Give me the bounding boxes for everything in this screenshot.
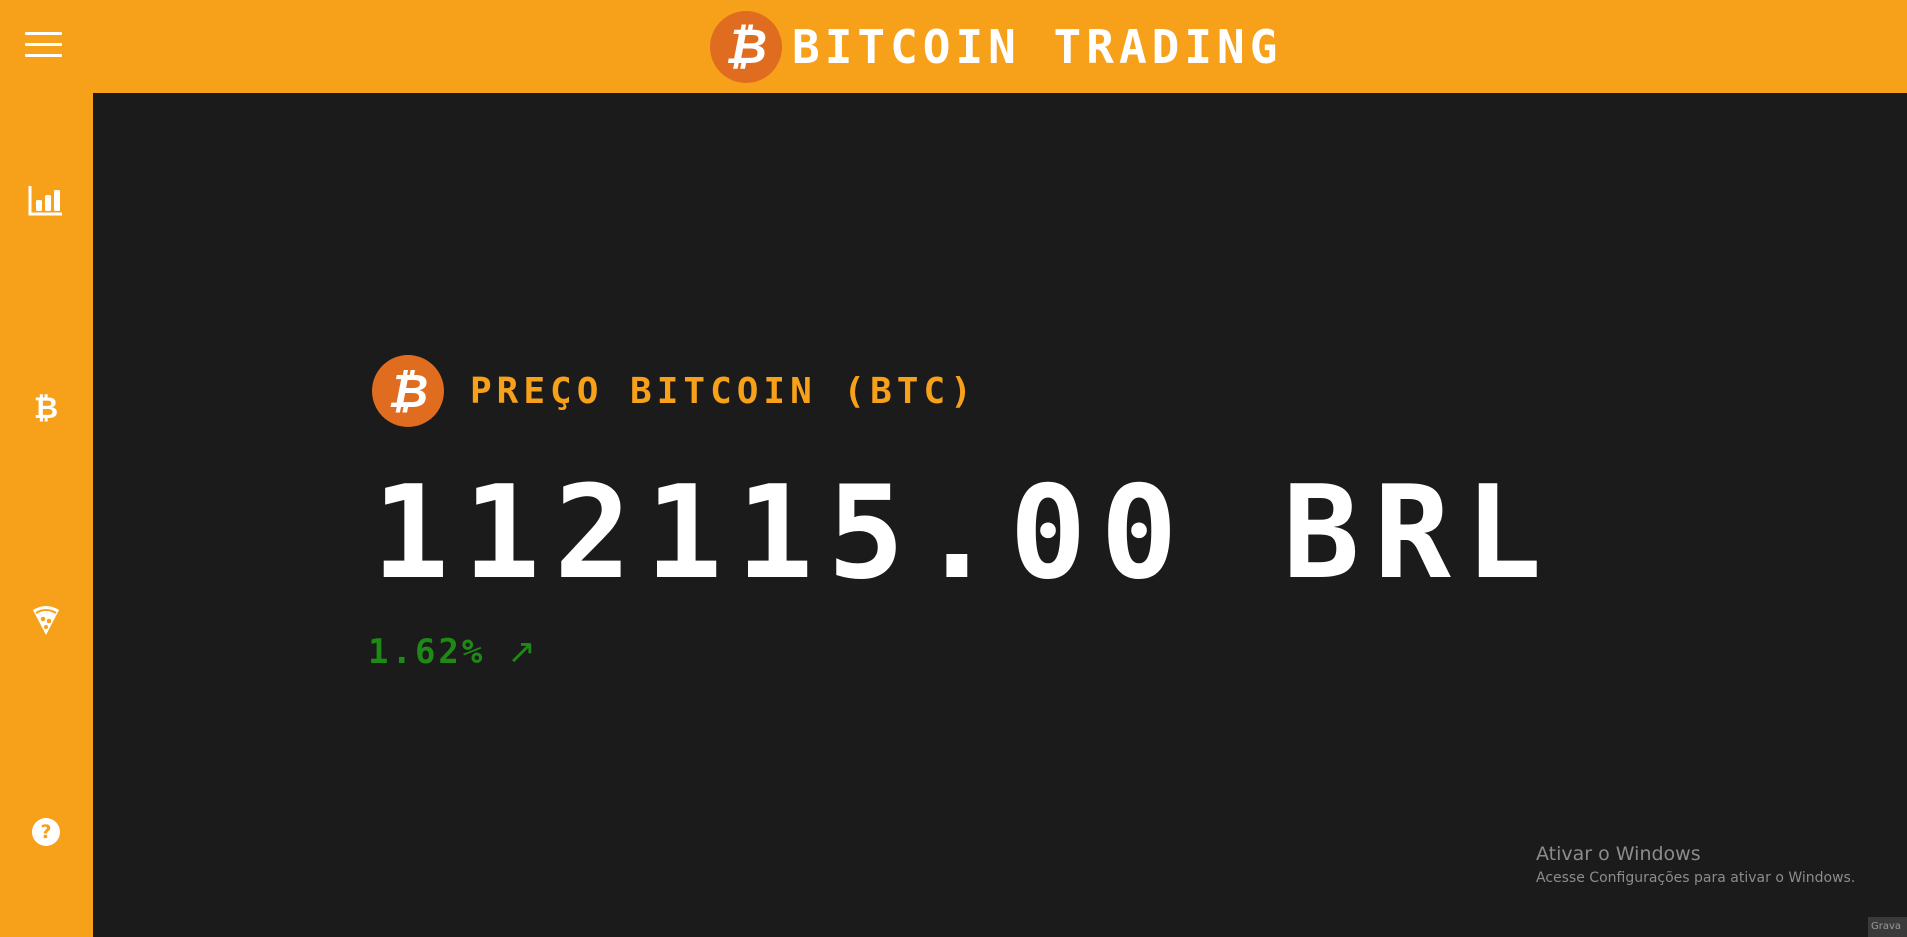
main-content: [93, 93, 1907, 937]
sidebar: ₿ ?: [0, 0, 93, 937]
sidebar-item-chart[interactable]: [26, 180, 66, 220]
sidebar-item-help[interactable]: ?: [26, 812, 66, 852]
bitcoin-icon: ₿: [33, 391, 59, 426]
trend-up-arrow-icon: ↗: [507, 632, 539, 672]
menu-line-icon: [25, 32, 62, 35]
bar-chart-icon: [28, 186, 62, 216]
watermark-title: Ativar o Windows: [1536, 843, 1701, 865]
bitcoin-coin-icon: ₿: [372, 355, 444, 427]
help-icon: ?: [32, 818, 60, 846]
price-change: 1.62% ↗: [368, 632, 539, 672]
brand: ₿ BITCOIN TRADING: [710, 11, 1282, 83]
app-title: BITCOIN TRADING: [792, 20, 1283, 74]
sidebar-item-bitcoin[interactable]: ₿: [26, 389, 66, 429]
price-label: PREÇO BITCOIN (BTC): [470, 370, 977, 412]
top-bar: ₿ BITCOIN TRADING: [0, 0, 1907, 93]
windows-activation-watermark: Ativar o Windows Acesse Configurações pa…: [1536, 842, 1855, 888]
price-header: ₿ PREÇO BITCOIN (BTC): [372, 355, 977, 427]
help-question-mark: ?: [40, 820, 52, 843]
hamburger-menu-button[interactable]: [22, 28, 68, 62]
price-value: 112115.00 BRL: [372, 459, 1556, 608]
recording-tag: Grava: [1868, 917, 1907, 937]
bitcoin-logo-icon: ₿: [710, 11, 782, 83]
menu-line-icon: [25, 43, 62, 46]
menu-line-icon: [25, 54, 62, 57]
price-change-percent: 1.62%: [368, 632, 486, 672]
pizza-icon: [33, 606, 59, 635]
sidebar-item-pizza[interactable]: [26, 600, 66, 640]
watermark-subtitle: Acesse Configurações para ativar o Windo…: [1536, 870, 1856, 886]
